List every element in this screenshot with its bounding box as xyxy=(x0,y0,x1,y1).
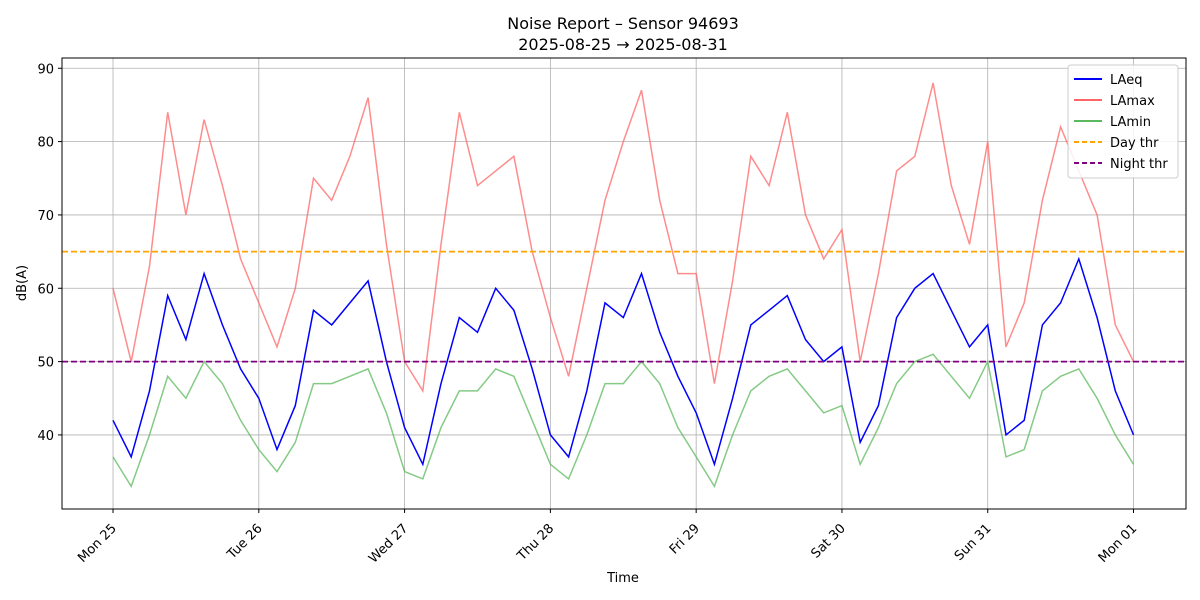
legend-box xyxy=(1067,64,1179,179)
legend-label: LAmax xyxy=(1110,94,1155,109)
y-tick-label: 90 xyxy=(37,62,54,77)
legend-label: LAmin xyxy=(1110,115,1151,130)
line-series xyxy=(112,353,1135,489)
x-axis-label: Time xyxy=(606,571,639,586)
y-tick-label: 70 xyxy=(37,209,54,224)
legend-label: LAeq xyxy=(1110,73,1142,88)
plot-frame xyxy=(61,57,1187,510)
chart-subtitle: 2025-08-25 → 2025-08-31 xyxy=(518,35,728,54)
y-axis-label: dB(A) xyxy=(15,265,30,301)
y-tick-label: 60 xyxy=(37,282,54,297)
line-series xyxy=(112,256,1135,467)
line-series xyxy=(112,82,1135,394)
y-tick-label: 40 xyxy=(37,429,54,444)
y-tick-label: 80 xyxy=(37,136,54,151)
y-tick-label: 50 xyxy=(37,356,54,371)
chart-title: Noise Report – Sensor 94693 xyxy=(507,14,739,33)
legend-label: Day thr xyxy=(1110,136,1159,151)
legend-label: Night thr xyxy=(1110,157,1168,172)
